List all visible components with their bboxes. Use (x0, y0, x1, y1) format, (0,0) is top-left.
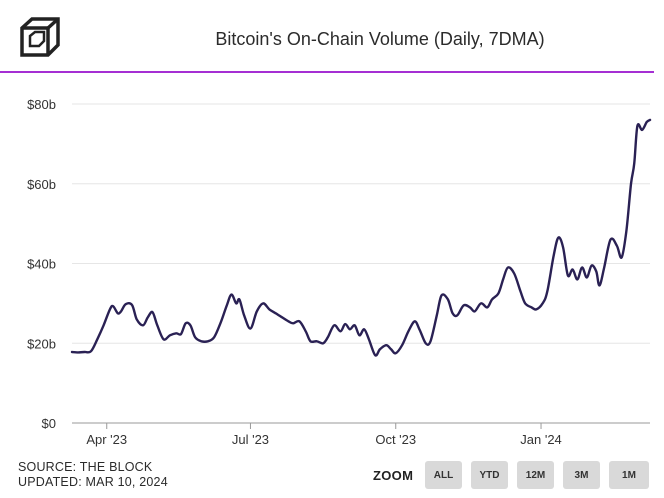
zoom-12m-button[interactable]: 12M (517, 461, 554, 489)
x-tick-label: Oct '23 (375, 432, 416, 447)
zoom-ytd-button[interactable]: YTD (471, 461, 508, 489)
x-tick-label: Jul '23 (232, 432, 269, 447)
y-tick-label: $60b (27, 177, 56, 192)
zoom-label: ZOOM (373, 468, 414, 483)
accent-divider (0, 71, 654, 73)
updated-text: UPDATED: MAR 10, 2024 (18, 475, 168, 489)
chart-title: Bitcoin's On-Chain Volume (Daily, 7DMA) (215, 29, 545, 49)
cube-logo-icon (20, 17, 60, 57)
zoom-3m-button[interactable]: 3M (563, 461, 600, 489)
y-tick-label: $0 (42, 416, 56, 431)
x-tick-label: Apr '23 (86, 432, 127, 447)
series-line (70, 118, 652, 357)
zoom-1m-button[interactable]: 1M (609, 461, 649, 489)
y-tick-label: $20b (27, 336, 56, 351)
zoom-all-button[interactable]: ALL (425, 461, 462, 489)
source-text: SOURCE: THE BLOCK (18, 460, 153, 474)
y-tick-label: $80b (27, 97, 56, 112)
y-tick-label: $40b (27, 257, 56, 272)
footer-info: SOURCE: THE BLOCK UPDATED: MAR 10, 2024 (18, 460, 168, 490)
x-tick-label: Jan '24 (520, 432, 562, 447)
